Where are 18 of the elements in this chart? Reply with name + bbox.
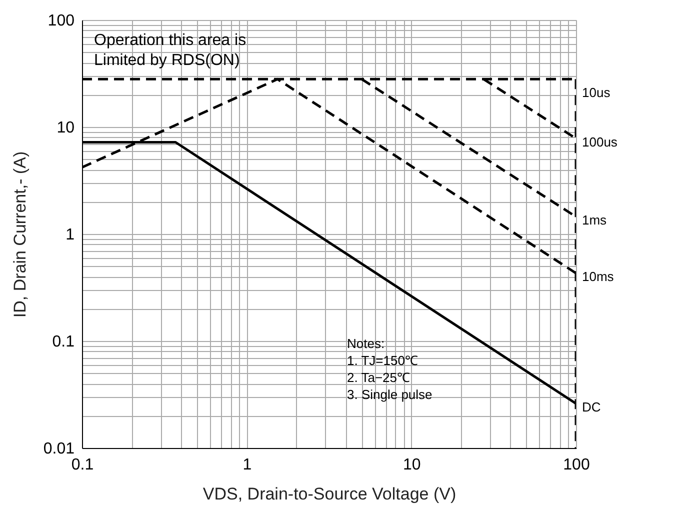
annotation: Notes: 1. TJ=150℃ 2. Ta−25℃ 3. Single pulse [347, 336, 432, 402]
x-tick-label: 10 [402, 456, 421, 474]
series-label: DC [582, 400, 601, 415]
y-tick-label: 0.1 [52, 334, 75, 350]
series-label: 100us [582, 134, 618, 150]
y-tick-label: 1 [66, 226, 75, 244]
y-tick-label: 10 [56, 120, 75, 136]
x-tick-label: 100 [563, 456, 590, 474]
series-label: 1ms [582, 212, 608, 228]
y-tick-label: 0.01 [43, 440, 75, 458]
annotation: Operation this area is Limited by RDS(ON) [94, 32, 246, 69]
y-tick-label: 100 [48, 12, 75, 30]
x-axis-title: VDS, Drain-to-Source Voltage (V) [202, 484, 456, 504]
y-axis-title: ID, Drain Current,- (A) [10, 151, 30, 318]
series-label: 10us [582, 85, 611, 100]
series-label: 10ms [582, 269, 614, 284]
x-tick-label: 1 [242, 456, 252, 474]
x-tick-label: 0.1 [71, 456, 94, 474]
